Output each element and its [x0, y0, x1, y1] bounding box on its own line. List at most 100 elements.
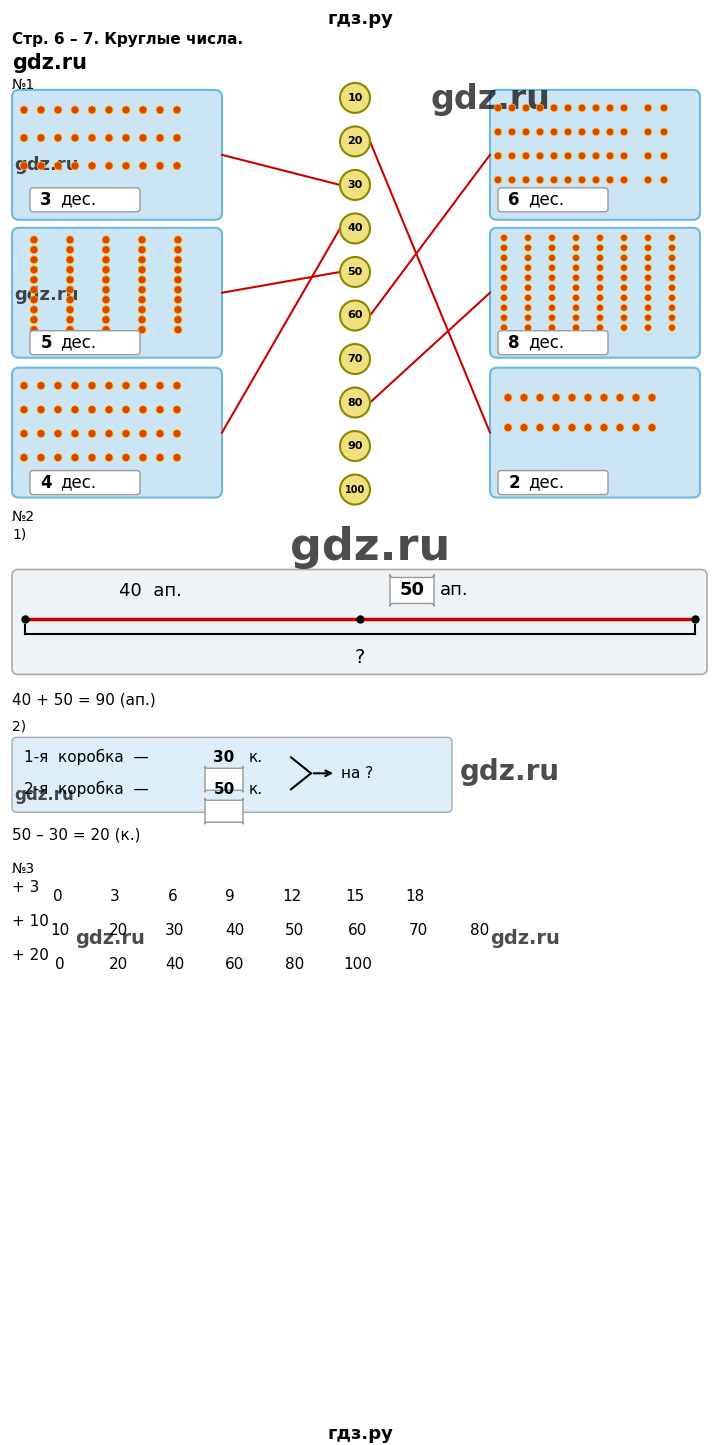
Text: 3: 3 [40, 191, 52, 210]
Text: 15: 15 [346, 889, 364, 903]
Circle shape [522, 129, 530, 136]
Circle shape [340, 214, 370, 243]
Circle shape [66, 266, 74, 273]
Text: + 10: + 10 [12, 915, 49, 929]
Text: №3: №3 [12, 863, 35, 876]
Circle shape [550, 129, 558, 136]
Circle shape [71, 406, 79, 413]
Text: 70: 70 [347, 354, 363, 364]
Circle shape [621, 324, 628, 331]
Circle shape [568, 423, 576, 432]
Circle shape [138, 315, 146, 324]
Circle shape [596, 295, 603, 301]
Text: 40 + 50 = 90 (ап.): 40 + 50 = 90 (ап.) [12, 692, 156, 708]
Circle shape [122, 381, 130, 390]
Circle shape [156, 105, 164, 114]
FancyBboxPatch shape [498, 471, 608, 494]
Circle shape [66, 256, 74, 264]
Circle shape [668, 314, 675, 321]
Circle shape [632, 393, 640, 402]
Circle shape [494, 104, 502, 111]
Circle shape [524, 264, 531, 272]
Circle shape [37, 429, 45, 438]
Circle shape [500, 305, 508, 311]
Circle shape [30, 246, 38, 254]
Circle shape [138, 256, 146, 264]
Circle shape [644, 176, 652, 184]
Circle shape [122, 429, 130, 438]
Circle shape [139, 406, 147, 413]
Circle shape [88, 406, 96, 413]
Circle shape [156, 134, 164, 142]
Text: 20: 20 [109, 923, 127, 938]
Circle shape [621, 305, 628, 311]
Circle shape [549, 264, 556, 272]
FancyBboxPatch shape [12, 228, 222, 358]
Circle shape [596, 244, 603, 251]
Circle shape [504, 423, 512, 432]
Circle shape [102, 276, 110, 283]
Circle shape [105, 454, 113, 461]
Circle shape [568, 393, 576, 402]
Circle shape [536, 393, 544, 402]
Circle shape [596, 314, 603, 321]
Circle shape [156, 381, 164, 390]
Circle shape [596, 305, 603, 311]
Circle shape [584, 423, 592, 432]
Text: на ?: на ? [341, 766, 373, 780]
Circle shape [138, 296, 146, 303]
Circle shape [600, 423, 608, 432]
Circle shape [37, 105, 45, 114]
Circle shape [668, 254, 675, 262]
Text: 6: 6 [168, 889, 178, 903]
Circle shape [572, 264, 580, 272]
Circle shape [621, 285, 628, 292]
Circle shape [668, 244, 675, 251]
Text: 0: 0 [53, 889, 63, 903]
FancyBboxPatch shape [12, 569, 707, 675]
Text: 10: 10 [347, 92, 363, 103]
Circle shape [102, 266, 110, 273]
Circle shape [621, 234, 628, 241]
Circle shape [522, 176, 530, 184]
FancyBboxPatch shape [205, 766, 243, 792]
Circle shape [174, 296, 182, 303]
Circle shape [572, 275, 580, 282]
Circle shape [54, 134, 62, 142]
Circle shape [578, 104, 586, 111]
Circle shape [564, 176, 572, 184]
Circle shape [549, 314, 556, 321]
Circle shape [644, 104, 652, 111]
Text: дес.: дес. [528, 334, 564, 351]
Circle shape [139, 105, 147, 114]
Circle shape [20, 162, 28, 171]
Circle shape [524, 244, 531, 251]
Circle shape [620, 129, 628, 136]
Circle shape [30, 276, 38, 283]
Circle shape [500, 295, 508, 301]
Circle shape [668, 264, 675, 272]
Circle shape [66, 236, 74, 244]
Text: Стр. 6 – 7. Круглые числа.: Стр. 6 – 7. Круглые числа. [12, 32, 243, 48]
FancyBboxPatch shape [498, 331, 608, 354]
Circle shape [572, 285, 580, 292]
Circle shape [37, 381, 45, 390]
Circle shape [102, 296, 110, 303]
Circle shape [668, 295, 675, 301]
Text: 30: 30 [347, 181, 363, 189]
Circle shape [340, 171, 370, 199]
Circle shape [174, 315, 182, 324]
Circle shape [606, 176, 613, 184]
Text: гдз.ру: гдз.ру [327, 1425, 393, 1442]
Circle shape [644, 244, 652, 251]
Circle shape [524, 305, 531, 311]
Circle shape [524, 234, 531, 241]
Circle shape [549, 254, 556, 262]
Circle shape [54, 406, 62, 413]
Circle shape [139, 381, 147, 390]
Circle shape [66, 296, 74, 303]
Circle shape [88, 381, 96, 390]
Circle shape [549, 285, 556, 292]
Circle shape [54, 381, 62, 390]
Circle shape [572, 314, 580, 321]
